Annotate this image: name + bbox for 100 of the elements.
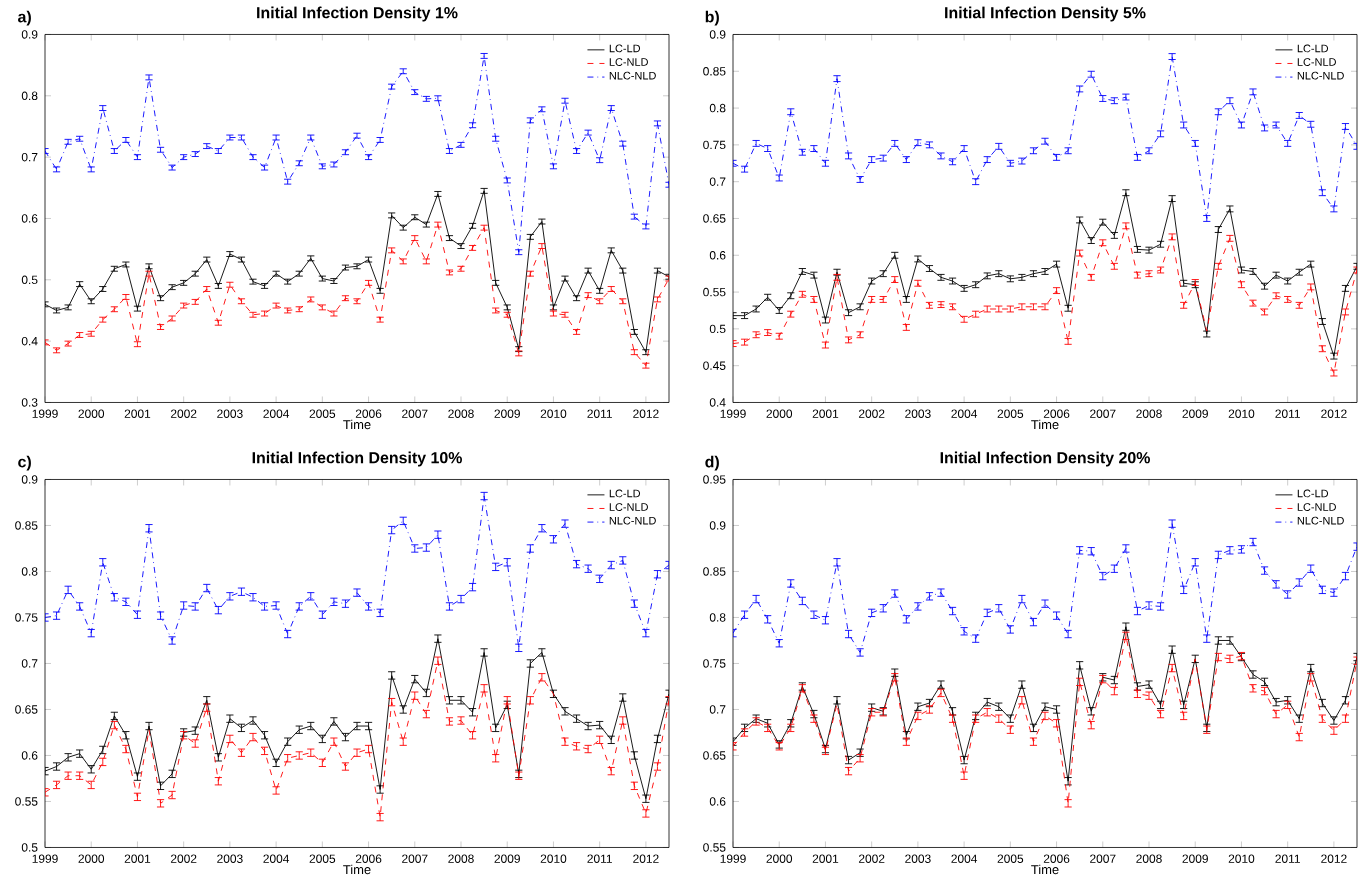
legend-label: LC-LD bbox=[1297, 489, 1329, 498]
y-tick-label: 0.75 bbox=[703, 659, 726, 668]
legend-label: LC-NLD bbox=[1297, 503, 1336, 511]
y-tick-label: 0.6 bbox=[21, 751, 38, 760]
y-tick-label: 0.65 bbox=[703, 214, 726, 223]
x-tick-label: 2003 bbox=[905, 854, 931, 864]
x-tick-label: 2000 bbox=[766, 409, 793, 419]
y-tick-label: 0.8 bbox=[709, 613, 726, 622]
x-tick-label: 2005 bbox=[997, 854, 1024, 864]
y-tick-label: 0.95 bbox=[703, 475, 726, 484]
y-tick-label: 0.7 bbox=[21, 659, 38, 668]
y-tick-label: 0.7 bbox=[21, 153, 38, 162]
legend-label: NLC-NLD bbox=[1297, 516, 1344, 525]
y-tick-label: 0.85 bbox=[703, 67, 726, 76]
x-tick-label: 1999 bbox=[720, 409, 746, 419]
x-tick-label: 1999 bbox=[32, 409, 58, 419]
y-tick-label: 0.9 bbox=[709, 30, 726, 39]
x-tick-label: 2004 bbox=[951, 409, 978, 419]
x-tick-label: 2008 bbox=[448, 854, 474, 864]
x-tick-label: 2004 bbox=[951, 854, 978, 864]
x-tick-label: 2000 bbox=[78, 854, 105, 864]
x-tick-label: 2002 bbox=[170, 854, 197, 864]
legend-label: NLC-NLD bbox=[609, 71, 656, 80]
x-tick-label: 2002 bbox=[858, 409, 885, 419]
x-tick-label: 2000 bbox=[78, 409, 105, 419]
x-tick-label: 2006 bbox=[355, 854, 382, 864]
text: a) bbox=[18, 10, 31, 26]
x-tick-label: 2012 bbox=[1321, 854, 1347, 864]
x-tick-label: 2002 bbox=[858, 854, 885, 864]
y-tick-label: 0.7 bbox=[709, 177, 726, 187]
y-tick-label: 0.55 bbox=[703, 287, 726, 297]
text: c) bbox=[18, 455, 31, 471]
x-tick-label: 2001 bbox=[124, 854, 151, 864]
x-tick-label: 2008 bbox=[1136, 854, 1162, 864]
legend-label: LC-NLD bbox=[609, 503, 648, 511]
x-tick-label: 2005 bbox=[309, 409, 336, 419]
y-tick-label: 0.45 bbox=[703, 361, 726, 371]
x-tick-label: 2010 bbox=[540, 409, 567, 419]
legend-label: LC-LD bbox=[609, 44, 641, 53]
x-tick-label: 2002 bbox=[170, 409, 197, 419]
y-tick-label: 0.6 bbox=[709, 251, 726, 260]
y-tick-label: 0.8 bbox=[21, 91, 38, 101]
x-tick-label: 2011 bbox=[1275, 409, 1300, 419]
y-tick-label: 0.3 bbox=[21, 398, 38, 407]
y-tick-label: 0.75 bbox=[15, 613, 38, 622]
x-tick-label: 2004 bbox=[263, 409, 290, 419]
x-tick-label: 2005 bbox=[997, 409, 1024, 419]
x-tick-label: 1999 bbox=[720, 854, 746, 864]
x-tick-label: 2003 bbox=[217, 854, 243, 864]
x-tick-label: 1999 bbox=[32, 854, 58, 864]
y-tick-label: 0.65 bbox=[703, 751, 726, 760]
x-tick-label: 2011 bbox=[1275, 854, 1300, 864]
y-tick-label: 0.55 bbox=[703, 843, 726, 852]
x-tick-label: 2011 bbox=[587, 409, 612, 419]
x-tick-label: 2001 bbox=[812, 854, 839, 864]
y-tick-label: 0.9 bbox=[21, 30, 38, 39]
text: d) bbox=[705, 455, 719, 471]
chart-title: Initial Infection Density 5% bbox=[945, 6, 1146, 22]
x-tick-label: 2010 bbox=[540, 854, 567, 864]
x-tick-label: 2010 bbox=[1228, 854, 1255, 864]
x-tick-label: 2003 bbox=[217, 409, 243, 419]
x-tick-label: 2007 bbox=[402, 854, 428, 864]
y-tick-label: 0.6 bbox=[709, 797, 726, 806]
y-tick-label: 0.6 bbox=[21, 214, 38, 223]
x-axis-title: Time bbox=[1031, 419, 1059, 430]
x-tick-label: 2009 bbox=[494, 409, 520, 419]
y-tick-label: 0.5 bbox=[21, 275, 38, 285]
x-tick-label: 2005 bbox=[309, 854, 336, 864]
x-tick-label: 2007 bbox=[402, 409, 428, 419]
legend-label: LC-LD bbox=[609, 489, 641, 498]
y-tick-label: 0.9 bbox=[709, 521, 726, 530]
x-tick-label: 2007 bbox=[1090, 409, 1116, 419]
x-tick-label: 2006 bbox=[355, 409, 382, 419]
x-axis-title: Time bbox=[343, 864, 371, 875]
x-tick-label: 2007 bbox=[1090, 854, 1116, 864]
y-tick-label: 0.7 bbox=[709, 705, 726, 714]
chart-title: Initial Infection Density 10% bbox=[252, 451, 462, 467]
x-tick-label: 2009 bbox=[494, 854, 520, 864]
y-tick-label: 0.4 bbox=[709, 398, 726, 407]
legend-label: NLC-NLD bbox=[1297, 71, 1344, 80]
y-tick-label: 0.8 bbox=[709, 103, 726, 113]
x-tick-label: 2004 bbox=[263, 854, 290, 864]
x-tick-label: 2006 bbox=[1043, 854, 1070, 864]
x-tick-label: 2009 bbox=[1182, 854, 1208, 864]
y-tick-label: 0.55 bbox=[15, 797, 38, 806]
legend-label: LC-NLD bbox=[609, 58, 648, 66]
text: b) bbox=[705, 10, 719, 26]
legend-label: NLC-NLD bbox=[609, 516, 656, 525]
y-tick-label: 0.9 bbox=[21, 475, 38, 484]
y-tick-label: 0.4 bbox=[21, 337, 38, 346]
legend-label: LC-NLD bbox=[1297, 58, 1336, 66]
x-axis-title: Time bbox=[1031, 864, 1059, 875]
y-tick-label: 0.8 bbox=[21, 567, 38, 576]
x-tick-label: 2000 bbox=[766, 854, 793, 864]
x-tick-label: 2006 bbox=[1043, 409, 1070, 419]
legend-label: LC-LD bbox=[1297, 44, 1329, 53]
x-axis-title: Time bbox=[343, 419, 371, 430]
y-tick-label: 0.85 bbox=[703, 567, 726, 576]
x-tick-label: 2009 bbox=[1182, 409, 1208, 419]
y-tick-label: 0.5 bbox=[21, 843, 38, 852]
